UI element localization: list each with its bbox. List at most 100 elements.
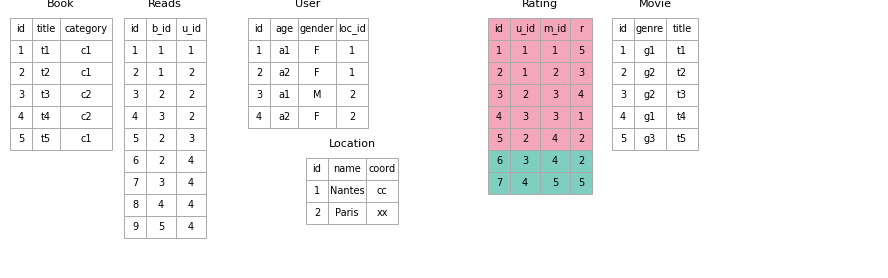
Bar <box>124 172 146 194</box>
Text: 3: 3 <box>132 90 138 100</box>
Bar <box>270 62 298 84</box>
Text: 3: 3 <box>578 68 584 78</box>
Bar <box>510 40 540 62</box>
Bar <box>146 18 176 40</box>
Bar <box>176 40 206 62</box>
Bar <box>176 150 206 172</box>
Text: 1: 1 <box>349 68 355 78</box>
Text: t1: t1 <box>41 46 51 56</box>
Bar <box>488 62 510 84</box>
Bar <box>634 62 666 84</box>
Text: 2: 2 <box>158 90 164 100</box>
Text: 4: 4 <box>188 200 194 210</box>
Text: 4: 4 <box>188 156 194 166</box>
Text: m_id: m_id <box>543 24 567 34</box>
Text: F: F <box>314 112 320 122</box>
Bar <box>336 84 368 106</box>
Bar <box>612 128 634 150</box>
Bar <box>10 40 32 62</box>
Bar <box>60 106 112 128</box>
Bar <box>32 40 60 62</box>
Text: title: title <box>672 24 692 34</box>
Bar <box>510 150 540 172</box>
Text: c1: c1 <box>80 134 91 144</box>
Bar <box>540 84 570 106</box>
Text: 4: 4 <box>552 134 558 144</box>
Text: 1: 1 <box>522 46 528 56</box>
Text: 4: 4 <box>552 156 558 166</box>
Bar <box>510 62 540 84</box>
Text: 2: 2 <box>578 156 584 166</box>
Text: 5: 5 <box>620 134 626 144</box>
Bar <box>488 150 510 172</box>
Bar <box>306 202 328 224</box>
Text: 2: 2 <box>496 68 502 78</box>
Text: 1: 1 <box>578 112 584 122</box>
Bar <box>270 84 298 106</box>
Text: t5: t5 <box>677 134 687 144</box>
Text: 9: 9 <box>132 222 138 232</box>
Bar <box>146 62 176 84</box>
Text: Nantes: Nantes <box>329 186 364 196</box>
Bar <box>298 84 336 106</box>
Text: id: id <box>255 24 264 34</box>
Text: 4: 4 <box>620 112 626 122</box>
Text: a1: a1 <box>278 90 290 100</box>
Bar <box>328 202 366 224</box>
Text: 1: 1 <box>18 46 24 56</box>
Bar <box>612 18 634 40</box>
Bar <box>248 18 270 40</box>
Text: 5: 5 <box>551 178 559 188</box>
Text: id: id <box>313 164 321 174</box>
Bar <box>176 216 206 238</box>
Bar <box>488 18 510 40</box>
Bar <box>634 128 666 150</box>
Text: 3: 3 <box>158 178 164 188</box>
Text: 2: 2 <box>256 68 262 78</box>
Text: 3: 3 <box>552 90 558 100</box>
Text: gender: gender <box>300 24 334 34</box>
Bar <box>10 18 32 40</box>
Bar <box>540 128 570 150</box>
Text: 2: 2 <box>188 68 194 78</box>
Text: 4: 4 <box>158 200 164 210</box>
Text: 5: 5 <box>578 178 584 188</box>
Bar <box>298 62 336 84</box>
Bar <box>366 158 398 180</box>
Bar <box>32 84 60 106</box>
Bar <box>32 128 60 150</box>
Text: cc: cc <box>377 186 387 196</box>
Text: 2: 2 <box>620 68 626 78</box>
Text: title: title <box>36 24 56 34</box>
Text: F: F <box>314 68 320 78</box>
Bar <box>146 84 176 106</box>
Bar <box>60 128 112 150</box>
Bar <box>634 40 666 62</box>
Text: 2: 2 <box>158 156 164 166</box>
Bar <box>146 216 176 238</box>
Bar <box>570 40 592 62</box>
Text: 3: 3 <box>256 90 262 100</box>
Text: Rating: Rating <box>522 0 558 9</box>
Bar <box>298 106 336 128</box>
Bar <box>570 62 592 84</box>
Text: User: User <box>296 0 321 9</box>
Bar <box>666 106 698 128</box>
Text: id: id <box>131 24 139 34</box>
Text: b_id: b_id <box>151 24 171 34</box>
Bar <box>510 128 540 150</box>
Text: 5: 5 <box>158 222 164 232</box>
Text: 2: 2 <box>18 68 24 78</box>
Text: a1: a1 <box>278 46 290 56</box>
Text: 2: 2 <box>132 68 139 78</box>
Bar <box>10 62 32 84</box>
Bar <box>124 128 146 150</box>
Text: 4: 4 <box>578 90 584 100</box>
Text: c2: c2 <box>80 112 91 122</box>
Text: 3: 3 <box>552 112 558 122</box>
Bar <box>124 84 146 106</box>
Text: 4: 4 <box>188 222 194 232</box>
Bar <box>270 40 298 62</box>
Text: 1: 1 <box>552 46 558 56</box>
Text: 2: 2 <box>158 134 164 144</box>
